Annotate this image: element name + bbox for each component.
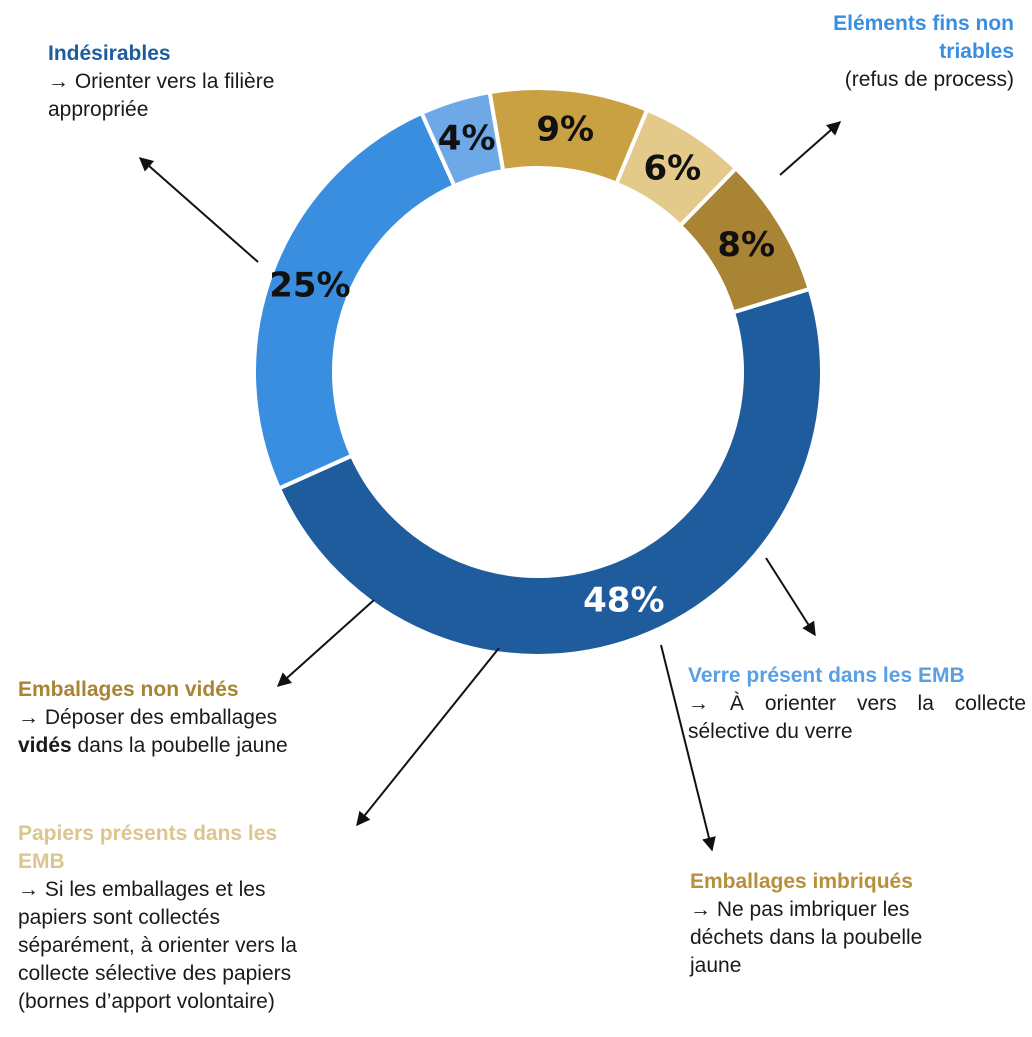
callout-papiers: Papiers présents dans les EMB → Si les e… — [18, 820, 378, 1016]
callout-imbriques: Emballages imbriqués → Ne pas imbriquer … — [690, 868, 990, 980]
callout-text: → Ne pas imbriquer les — [690, 898, 910, 921]
callout-nonvides: Emballages non vidés → Déposer des embal… — [18, 676, 358, 760]
callout-title: Verre présent dans les EMB — [688, 664, 965, 687]
callout-text-rest: dans la poubelle jaune — [71, 734, 288, 757]
slice-labels: 48% 25% 4% 9% 6% 8% — [269, 110, 775, 621]
donut-slice — [252, 110, 458, 492]
callout-text: sélective du verre — [688, 720, 853, 743]
callout-text: jaune — [690, 954, 742, 977]
donut-slice — [276, 286, 825, 658]
donut-slice — [677, 165, 813, 315]
callout-text: (refus de process) — [844, 68, 1014, 91]
arrow-verre — [765, 557, 816, 637]
callout-text: → À orienter vers la collecte — [688, 692, 1026, 715]
slice-percent-label: 25% — [269, 265, 350, 305]
callout-text: séparément, à orienter vers la — [18, 934, 297, 957]
callout-text: déchets dans la poubelle — [690, 926, 923, 949]
slice-percent-label: 4% — [438, 119, 496, 159]
slice-percent-label: 6% — [643, 148, 701, 188]
arrow-papiers — [356, 647, 500, 827]
callout-title: EMB — [18, 850, 65, 873]
callout-text: → Si les emballages et les — [18, 878, 266, 901]
donut-slices — [252, 86, 825, 658]
callout-title: Emballages non vidés — [18, 678, 239, 701]
callout-text: → Orienter vers la filière — [48, 70, 275, 93]
callout-text: papiers sont collectés — [18, 906, 220, 929]
slice-percent-label: 9% — [536, 110, 594, 150]
callout-text: appropriée — [48, 98, 149, 121]
callout-title: Eléments fins non — [833, 12, 1014, 35]
arrow-indesirables — [138, 157, 259, 263]
arrow-fins — [779, 121, 842, 176]
callout-text: → Déposer des emballages — [18, 706, 278, 729]
callout-indesirables: Indésirables → Orienter vers la filière … — [48, 40, 368, 124]
arrow-imbriques — [660, 644, 716, 852]
slice-percent-label: 48% — [583, 580, 664, 620]
callout-title: triables — [939, 40, 1014, 63]
arrow-nonvides — [276, 599, 375, 687]
callout-fins: Eléments fins non triables (refus de pro… — [754, 10, 1014, 94]
slice-percent-label: 8% — [717, 225, 775, 265]
callout-title: Papiers présents dans les — [18, 822, 278, 845]
callout-text: (bornes d’apport volontaire) — [18, 990, 275, 1013]
callout-arrows — [138, 121, 842, 852]
callout-verre: Verre présent dans les EMB → À orienter … — [688, 662, 1026, 746]
callout-title: Emballages imbriqués — [690, 870, 913, 893]
callout-text: collecte sélective des papiers — [18, 962, 292, 985]
callout-title: Indésirables — [48, 42, 171, 65]
callout-text: vidés dans la poubelle jaune — [18, 732, 358, 760]
callout-emphasis: vidés — [18, 734, 72, 757]
